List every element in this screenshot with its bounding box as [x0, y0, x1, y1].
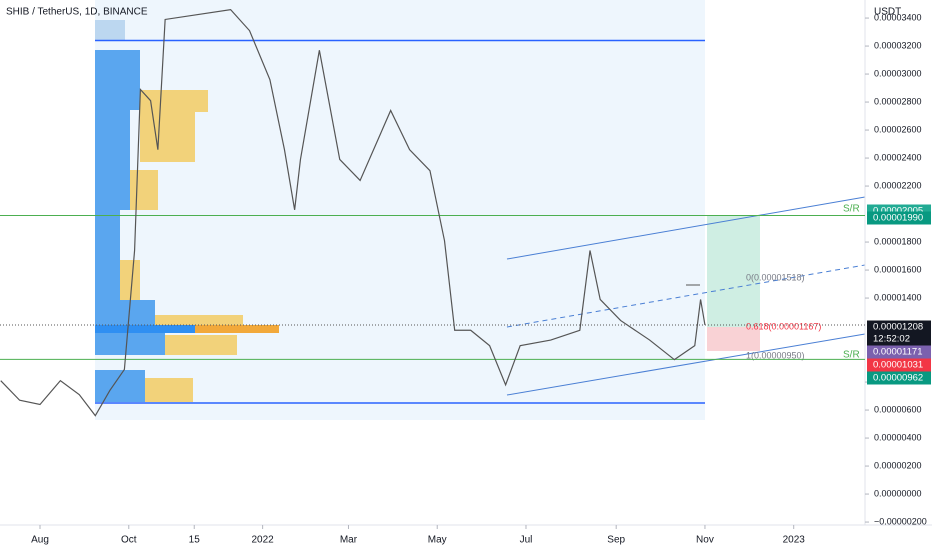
x-tick-label: Nov	[696, 535, 714, 546]
x-tick-label: Mar	[340, 535, 358, 546]
chart-title: SHIB / TetherUS, 1D, BINANCE	[6, 7, 148, 18]
channel	[506, 196, 866, 396]
price-tag-label: 0.00001171	[873, 347, 923, 358]
range-background	[95, 0, 705, 420]
price-tag	[867, 345, 931, 359]
countdown: 12:52:02	[873, 334, 910, 345]
price-tag-label: 0.00001031	[873, 360, 923, 371]
y-tick-label: 0.00000200	[874, 460, 922, 470]
y-tick-label: 0.00001800	[874, 236, 922, 246]
x-tick-label: Aug	[31, 535, 49, 546]
y-tick-label: 0.00002800	[874, 96, 922, 106]
x-tick-label: May	[428, 535, 447, 546]
y-tick-label: 0.00001400	[874, 292, 922, 302]
x-tick-label: Sep	[607, 535, 625, 546]
x-tick-label: 2022	[252, 535, 275, 546]
sr-label: S/R	[843, 350, 860, 361]
price-tag	[867, 211, 931, 225]
y-tick-label: 0.00003000	[874, 68, 922, 78]
y-tick-label: 0.00000400	[874, 432, 922, 442]
y-tick-label: 0.00002600	[874, 124, 922, 134]
sr-label: S/R	[843, 204, 860, 215]
x-tick-label: Oct	[121, 535, 137, 546]
y-tick-label: 0.00001600	[874, 264, 922, 274]
price-axis	[865, 0, 932, 550]
price-line	[0, 9, 706, 417]
x-tick-label: Jul	[520, 535, 533, 546]
y-tick-label: 0.00000600	[874, 404, 922, 414]
x-tick-label: 15	[189, 535, 201, 546]
price-tag-label: 0.00001208	[873, 322, 923, 333]
price-tag-label: 0.00000962	[873, 373, 923, 384]
fib-label: 1(0.00000950)	[746, 350, 805, 360]
y-axis-label: USDT	[874, 7, 901, 18]
y-tick-label: −0.00000200	[874, 516, 927, 526]
price-tag-label: 0.00001990	[873, 213, 923, 224]
y-tick-label: 0.00002400	[874, 152, 922, 162]
y-tick-label: 0.00003200	[874, 40, 922, 50]
y-tick-label: 0.00000000	[874, 488, 922, 498]
x-tick-label: 2023	[783, 535, 806, 546]
price-tag	[867, 320, 931, 347]
volume-profile	[95, 20, 279, 402]
long-target-zone	[707, 215, 760, 327]
fib-label: 0.618(0.00001167)	[746, 321, 821, 331]
y-tick-label: 0.00003400	[874, 12, 922, 22]
price-tag	[867, 371, 931, 385]
price-tag-label: 0.00002005	[873, 206, 923, 217]
long-stop-zone	[707, 327, 760, 351]
y-tick-label: 0.00002200	[874, 180, 922, 190]
price-tag	[867, 358, 931, 372]
fib-label: 0(0.00001518)	[746, 272, 805, 282]
